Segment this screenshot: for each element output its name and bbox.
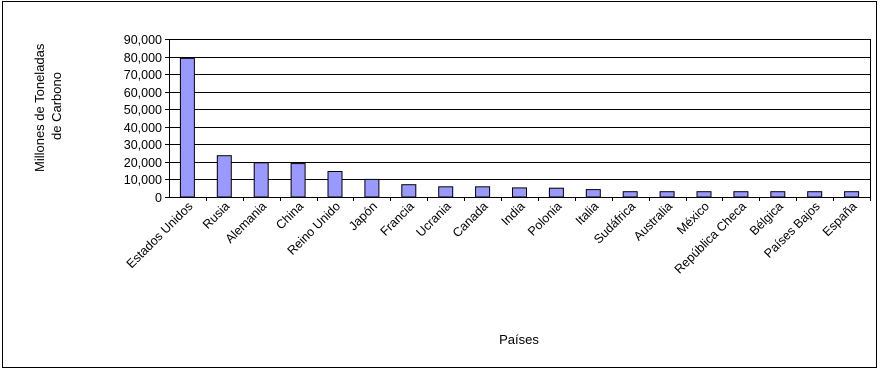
- bars: [179, 57, 860, 198]
- y-axis-title-line-2: de Carbono: [49, 72, 64, 140]
- x-tick-label: Francia: [378, 199, 417, 238]
- y-tick-label: 0: [155, 191, 162, 205]
- y-axis-title-line-1: Millones de Toneladas: [32, 43, 47, 172]
- y-tick-label: 70,000: [124, 68, 162, 82]
- x-tick-label: España: [820, 199, 860, 239]
- bar: [364, 178, 380, 198]
- x-tick-label: Ucrania: [413, 199, 453, 239]
- x-tick-label: Alemania: [223, 199, 270, 246]
- x-tick-label: Estados Unidos: [124, 199, 196, 271]
- bar: [844, 191, 860, 198]
- x-tick-label: Canada: [450, 199, 491, 240]
- y-axis-title: Millones de Toneladas de Carbono: [32, 40, 64, 172]
- bar: [438, 186, 454, 198]
- y-tick-label: 90,000: [124, 33, 162, 47]
- x-tick-label: Japón: [346, 199, 380, 233]
- y-tick-label: 80,000: [124, 51, 162, 65]
- bar: [253, 162, 269, 198]
- bar: [585, 189, 601, 198]
- bar: [770, 191, 786, 198]
- axes: [165, 39, 871, 201]
- y-tick-label: 50,000: [124, 103, 162, 117]
- y-tick-label: 40,000: [124, 121, 162, 135]
- bar: [401, 184, 417, 198]
- x-tick-label: China: [273, 199, 306, 232]
- bar: [475, 186, 491, 198]
- x-tick-label: Rusia: [200, 199, 233, 232]
- bar: [622, 191, 638, 198]
- x-tick-label: India: [499, 199, 528, 228]
- bar: [733, 191, 749, 198]
- bar-chart: 0 10,000 20,000 30,000 40,000 50,000 60,000 70,…: [32, 33, 871, 347]
- x-tick-label: Australia: [631, 199, 675, 243]
- bar: [807, 191, 823, 198]
- bar: [290, 163, 306, 198]
- gridlines: [169, 39, 870, 198]
- x-tick-label: Polonia: [525, 199, 564, 238]
- bar: [216, 155, 232, 198]
- y-tick-label: 30,000: [124, 138, 162, 152]
- x-tick-label: Italia: [573, 199, 602, 228]
- bar: [659, 191, 675, 198]
- chart-frame: 0 10,000 20,000 30,000 40,000 50,000 60,000 70,…: [2, 1, 877, 368]
- bar: [327, 171, 343, 198]
- y-tick-label: 20,000: [124, 156, 162, 170]
- bar: [512, 187, 527, 198]
- y-tick-label: 10,000: [124, 173, 162, 187]
- bar: [179, 57, 195, 198]
- bar: [696, 191, 712, 198]
- x-axis-title: Países: [499, 332, 539, 347]
- y-tick-labels: 0 10,000 20,000 30,000 40,000 50,000 60,000 70,…: [124, 33, 162, 205]
- y-tick-label: 60,000: [124, 86, 162, 100]
- bar: [548, 187, 564, 198]
